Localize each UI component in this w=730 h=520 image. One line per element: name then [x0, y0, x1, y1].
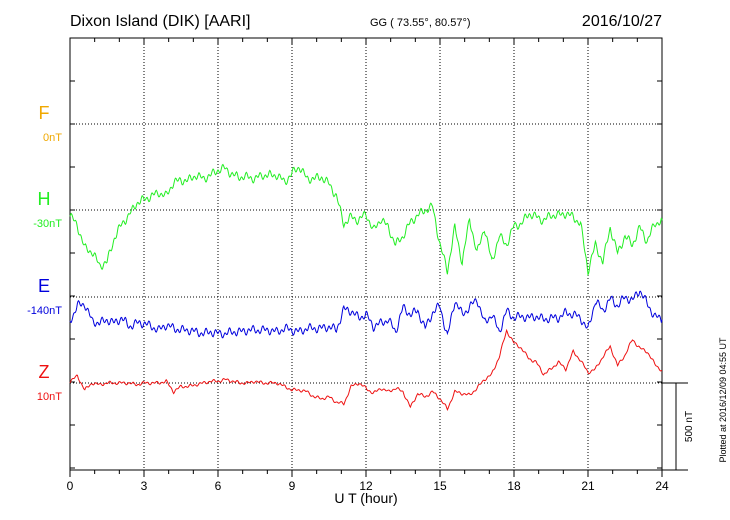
series-line-Z	[69, 328, 663, 411]
x-tick-label: 21	[581, 479, 595, 493]
x-tick-label: 3	[141, 479, 148, 493]
x-tick-label: 18	[507, 479, 521, 493]
series-baseline-F: 0nT	[43, 132, 62, 144]
x-tick-label: 12	[359, 479, 373, 493]
x-tick-label: 9	[289, 479, 296, 493]
series-label-F: F	[39, 103, 50, 123]
chart-date: 2016/10/27	[582, 13, 662, 30]
station-title: Dixon Island (DIK) [AARI]	[70, 13, 251, 30]
x-tick-label: 15	[433, 479, 447, 493]
series-label-Z: Z	[39, 362, 50, 382]
x-tick-label: 24	[655, 479, 669, 493]
series-line-E	[69, 290, 663, 339]
x-tick-label: 0	[67, 479, 74, 493]
station-coordinates: GG ( 73.55°, 80.57°)	[370, 17, 471, 29]
series-baseline-Z: 10nT	[37, 391, 62, 403]
labels: F 0nT H -30nT E -140nT Z 10nT	[27, 103, 62, 403]
series-baseline-H: -30nT	[33, 218, 62, 230]
scale-bar-label: 500 nT	[684, 411, 695, 442]
series-label-E: E	[38, 276, 50, 296]
x-axis-label: U T (hour)	[334, 490, 397, 506]
x-tick-label: 6	[215, 479, 222, 493]
axis-ticks: 0 3 6 9 12 15 18 21 24 500 nT	[67, 38, 695, 493]
grid-lines	[70, 38, 662, 470]
series-lines	[69, 163, 663, 411]
series-label-H: H	[38, 189, 51, 209]
plotted-timestamp: Plotted at 2016/12/09 04:55 UT	[718, 337, 728, 463]
series-baseline-E: -140nT	[27, 305, 62, 317]
series-line-H	[69, 163, 663, 277]
